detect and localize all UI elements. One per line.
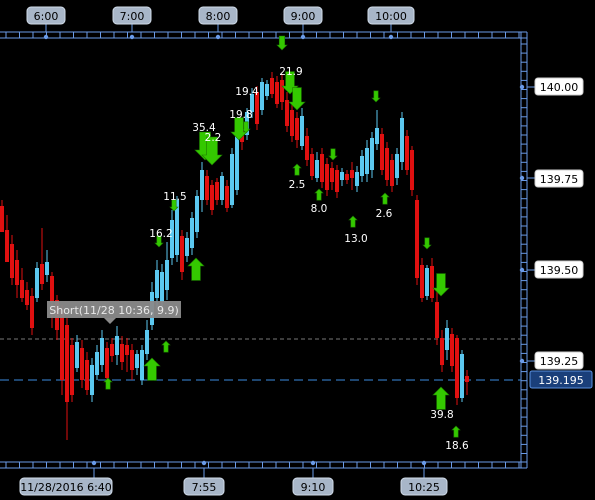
sell-arrow-icon: [201, 136, 223, 166]
signal-value: 19.4: [235, 86, 259, 98]
buy-arrow-icon: [451, 425, 461, 438]
sell-arrow-icon: [422, 237, 432, 250]
tooltip-text: Short(11/28 10:36, 9.9): [49, 304, 179, 317]
top-time-label-7: 7:00: [112, 6, 152, 25]
top-time-text: 9:00: [291, 10, 316, 23]
top-time-label-6: 6:00: [26, 6, 66, 25]
price-label-13925: 139.25: [534, 351, 584, 370]
signal-value: 16.2: [149, 228, 172, 240]
sell-arrow-icon: [154, 235, 164, 248]
sell-arrow-icon: [432, 273, 450, 297]
signal-value: 13.0: [344, 233, 367, 245]
top-time-label-8: 8:00: [198, 6, 238, 25]
bottom-time-text: 7:55: [192, 481, 217, 494]
top-time-label-10: 10:00: [367, 6, 415, 25]
signal-value: 11.5: [163, 191, 186, 203]
bottom-time-axis: 11/28/2016 6:40 7:55 9:10 10:25: [0, 460, 527, 496]
bottom-time-label-1: 11/28/2016 6:40: [19, 477, 113, 496]
price-label-140: 140.00: [534, 77, 584, 96]
bottom-time-label-3: 9:10: [292, 477, 334, 496]
top-time-axis: 6:00 7:00 8:00 9:00 10:00: [0, 6, 527, 40]
signal-value: 18.6: [445, 440, 469, 452]
price-axis: 140.00 139.75 139.50 139.25: [519, 32, 584, 468]
sell-arrow-icon: [276, 35, 288, 51]
top-time-text: 8:00: [206, 10, 231, 23]
sell-arrow-icon: [371, 90, 381, 103]
sell-arrow-icon: [288, 87, 306, 111]
price-text: 140.00: [540, 81, 579, 94]
signal-value: 2.5: [289, 179, 306, 191]
current-price-text: 139.195: [538, 374, 584, 387]
buy-arrow-icon: [187, 257, 205, 281]
current-price-box: 139.195: [529, 370, 593, 389]
price-text: 139.25: [540, 355, 579, 368]
signal-value: 8.0: [311, 203, 328, 215]
price-label-13975: 139.75: [534, 169, 584, 188]
buy-arrow-icon: [292, 163, 302, 176]
bottom-time-text: 9:10: [301, 481, 326, 494]
price-label-1395: 139.50: [534, 260, 584, 279]
signal-value: 2.2: [205, 132, 222, 144]
trade-tooltip: Short(11/28 10:36, 9.9): [47, 301, 181, 324]
top-time-label-9: 9:00: [283, 6, 323, 25]
sell-arrow-icon: [230, 117, 248, 141]
signal-value: 21.9: [279, 66, 302, 78]
buy-arrow-icon: [161, 340, 171, 353]
signal-value: 2.6: [376, 208, 393, 220]
top-time-text: 7:00: [120, 10, 145, 23]
price-text: 139.75: [540, 173, 579, 186]
buy-arrow-icon: [314, 188, 324, 201]
buy-arrow-icon: [103, 377, 113, 390]
bottom-time-text: 10:25: [408, 481, 440, 494]
signal-value: 19.8: [229, 109, 252, 121]
bottom-time-label-4: 10:25: [400, 477, 448, 496]
bottom-time-text: 11/28/2016 6:40: [20, 481, 112, 494]
sell-arrow-icon: [328, 148, 338, 161]
buy-arrow-icon: [143, 357, 161, 381]
sell-arrow-icon: [169, 199, 179, 212]
buy-arrow-icon: [348, 215, 358, 228]
top-time-text: 10:00: [375, 10, 407, 23]
signal-value: 35.4: [192, 122, 216, 134]
buy-arrow-icon: [380, 192, 390, 205]
signal-value: 39.8: [430, 409, 453, 421]
price-text: 139.50: [540, 264, 579, 277]
signals: 21.9 19.4 19.8 35.42.2 11.5 16.2 2.5 8.0 13.0 2.6…: [103, 35, 469, 452]
bottom-time-label-2: 7:55: [183, 477, 225, 496]
top-time-text: 6:00: [34, 10, 59, 23]
buy-arrow-icon: [432, 386, 450, 410]
